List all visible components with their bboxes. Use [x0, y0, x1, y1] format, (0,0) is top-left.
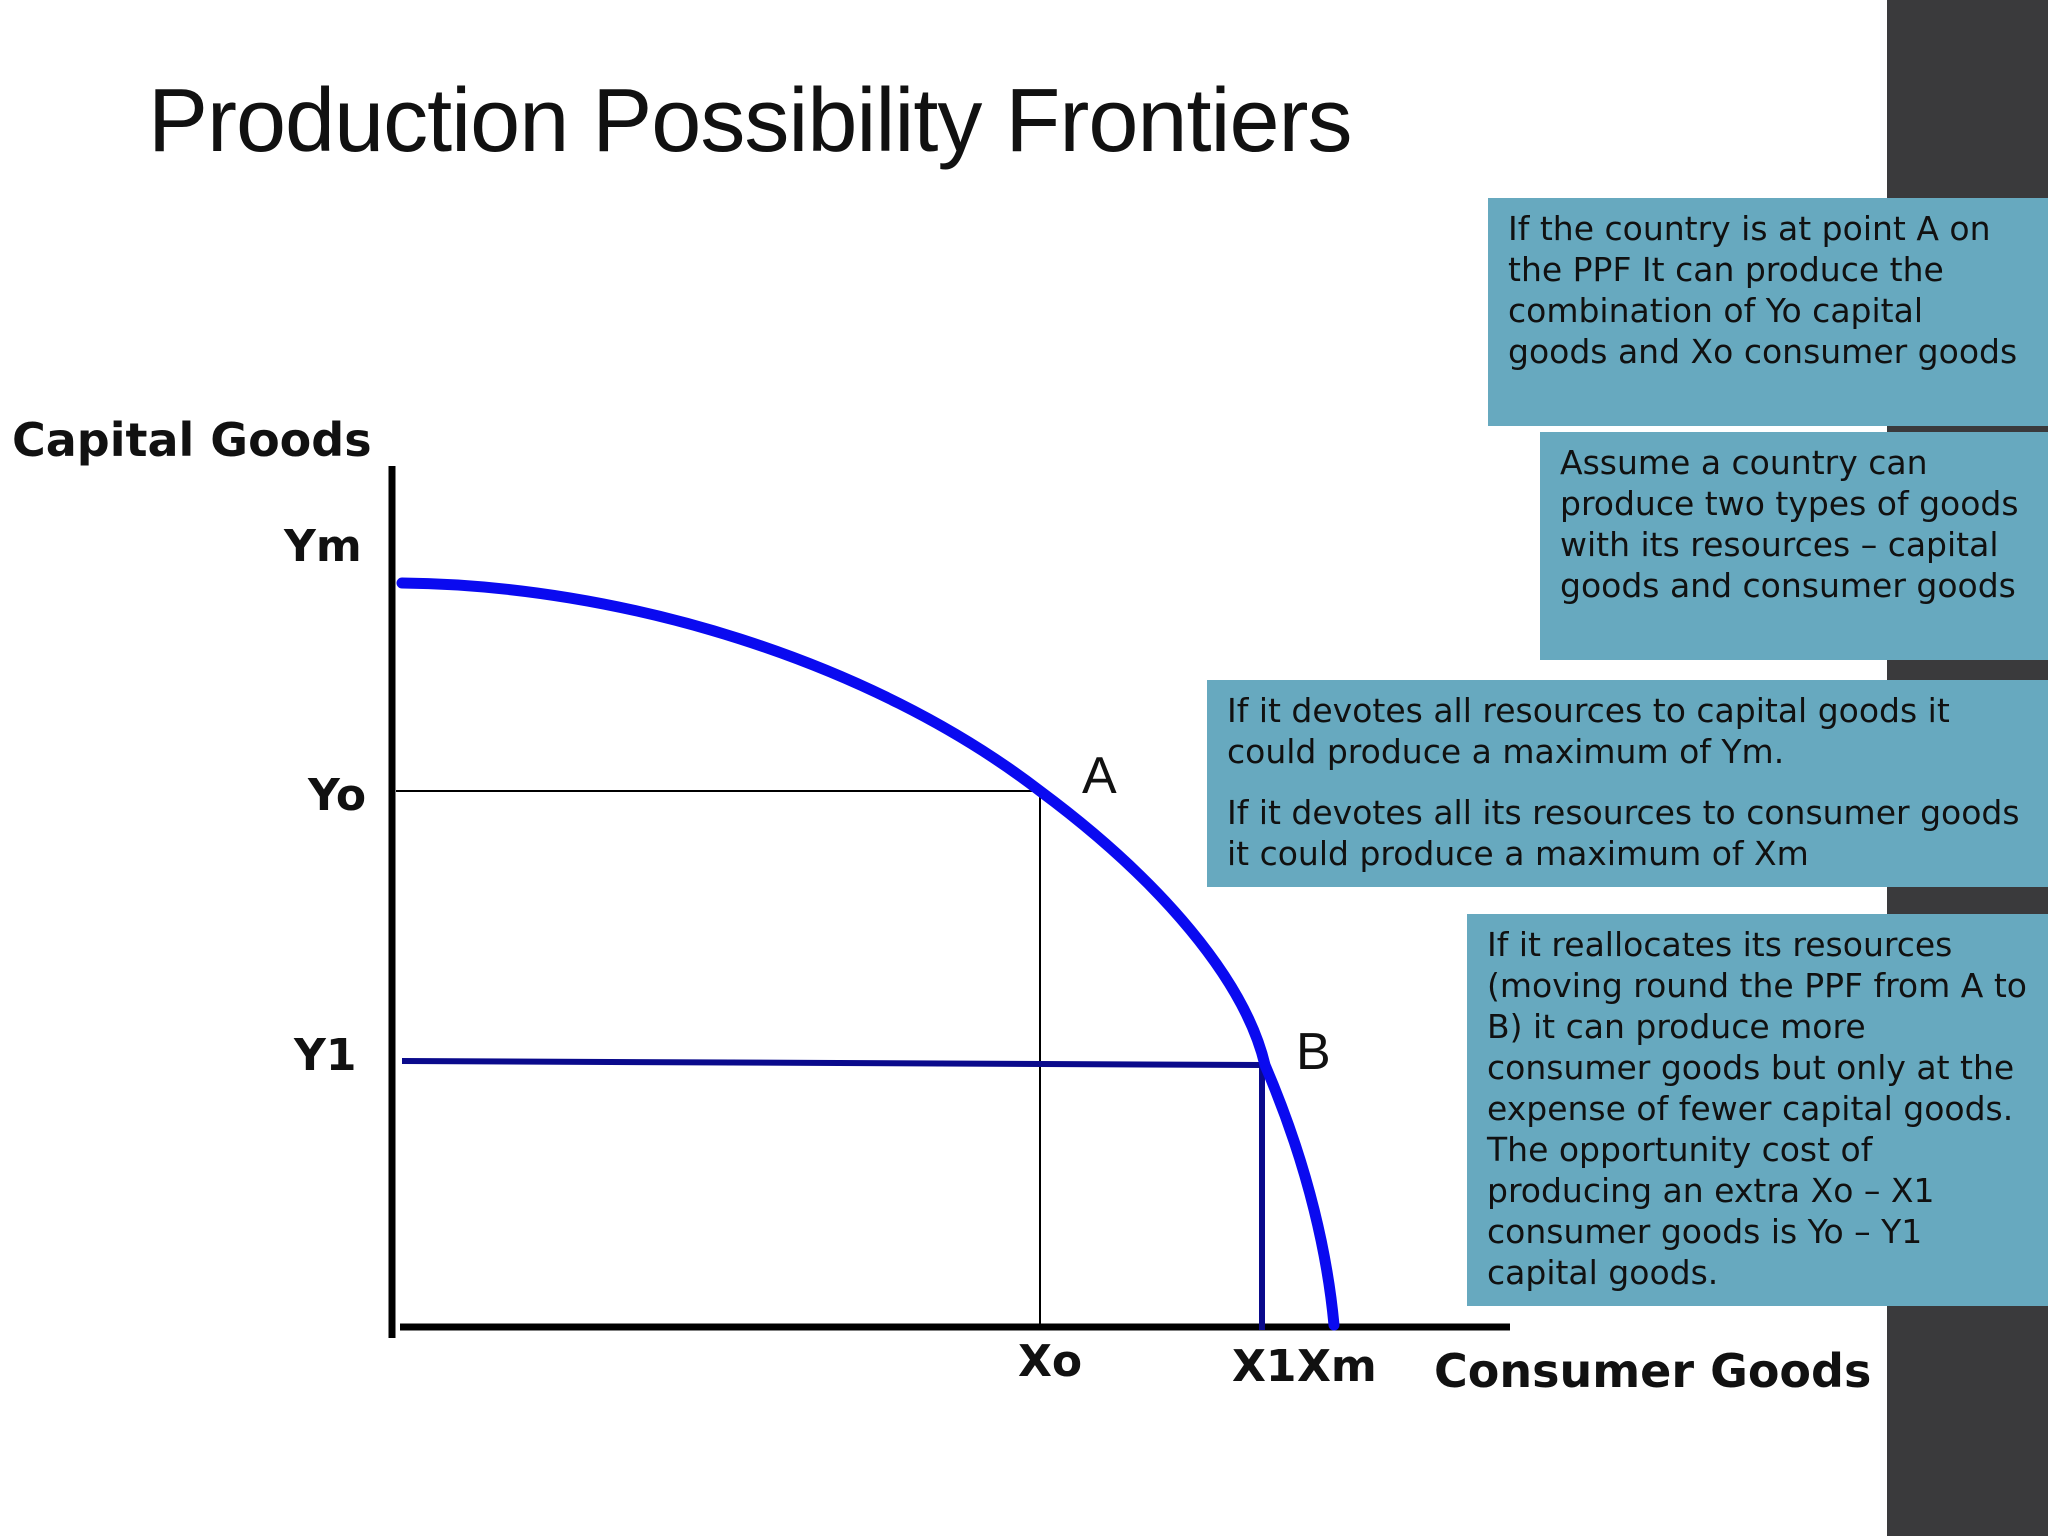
tick-label-x1: X1: [1232, 1341, 1297, 1392]
note-point-a-text: If the country is at point A on the PPF …: [1508, 209, 2018, 371]
note-max-capital-text: If it devotes all resources to capital g…: [1227, 691, 1950, 771]
y-axis-title: Capital Goods: [12, 413, 372, 467]
tick-label-xo: Xo: [1018, 1336, 1082, 1387]
tick-label-y1: Y1: [293, 1030, 356, 1081]
note-assumption-text: Assume a country can produce two types o…: [1560, 443, 2019, 605]
slide-title: Production Possibility Frontiers: [148, 71, 1352, 171]
note-maximum-output: If it devotes all resources to capital g…: [1207, 680, 2048, 887]
note-point-a: If the country is at point A on the PPF …: [1488, 198, 2048, 426]
note-assumption: Assume a country can produce two types o…: [1540, 432, 2048, 660]
x-axis-title: Consumer Goods: [1434, 1344, 1871, 1398]
ppf-curve: [396, 577, 1340, 1331]
tick-label-xm: Xm: [1297, 1341, 1377, 1392]
tick-label-yo: Yo: [307, 770, 366, 821]
point-label-b: B: [1296, 1023, 1331, 1081]
note-reallocation: If it reallocates its resources (moving …: [1467, 914, 2048, 1306]
note-max-consumer-text: If it devotes all its resources to consu…: [1227, 793, 2020, 873]
point-label-a: A: [1082, 747, 1117, 805]
tick-label-ym: Ym: [283, 521, 362, 572]
guide-line-y1: [401, 1058, 1263, 1068]
note-reallocation-text: If it reallocates its resources (moving …: [1487, 925, 2027, 1292]
